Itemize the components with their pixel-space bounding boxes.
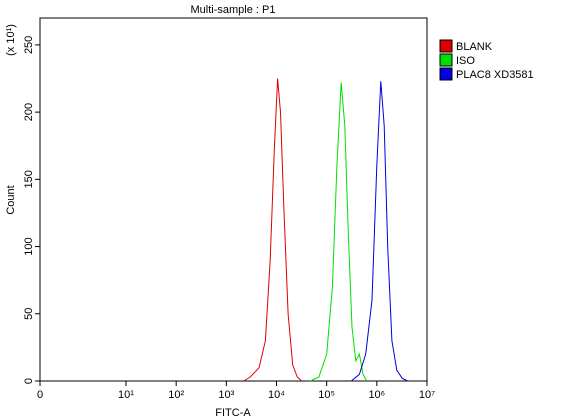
legend-label: PLAC8 XD3581 — [456, 69, 534, 81]
chart-title: Multi-sample : P1 — [191, 4, 276, 16]
x-tick-label: 10¹ — [118, 389, 134, 401]
y-tick-label: 50 — [23, 308, 35, 320]
legend-swatch — [439, 67, 453, 81]
x-tick-label: 10³ — [218, 389, 234, 401]
x-tick-label: 10⁷ — [419, 389, 435, 401]
x-tick-label: 0 — [37, 389, 43, 401]
x-tick-label: 10² — [168, 389, 184, 401]
y-tick-label: 150 — [23, 170, 35, 188]
x-tick-label: 10⁵ — [318, 389, 335, 401]
y-tick-label: 0 — [23, 378, 35, 384]
legend-label: ISO — [456, 55, 475, 67]
y-scale-note: (x 10¹) — [5, 24, 17, 56]
legend-label: BLANK — [456, 41, 493, 53]
x-tick-label: 10⁶ — [368, 389, 385, 401]
histogram-line — [243, 78, 303, 382]
histogram-line — [309, 82, 368, 382]
x-axis-label: FITC-A — [215, 407, 251, 419]
y-tick-label: 250 — [23, 36, 35, 54]
y-axis-label: Count — [5, 185, 17, 214]
y-tick-label: 200 — [23, 103, 35, 121]
x-tick-label: 10⁴ — [268, 389, 285, 401]
y-tick-label: 100 — [23, 237, 35, 255]
legend-swatch — [439, 39, 453, 53]
legend-swatch — [439, 53, 453, 67]
plot-frame — [39, 17, 428, 382]
histogram-line — [350, 81, 408, 382]
